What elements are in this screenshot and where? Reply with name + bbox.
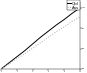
Legend: Qld, Aus: Qld, Aus — [67, 1, 80, 10]
